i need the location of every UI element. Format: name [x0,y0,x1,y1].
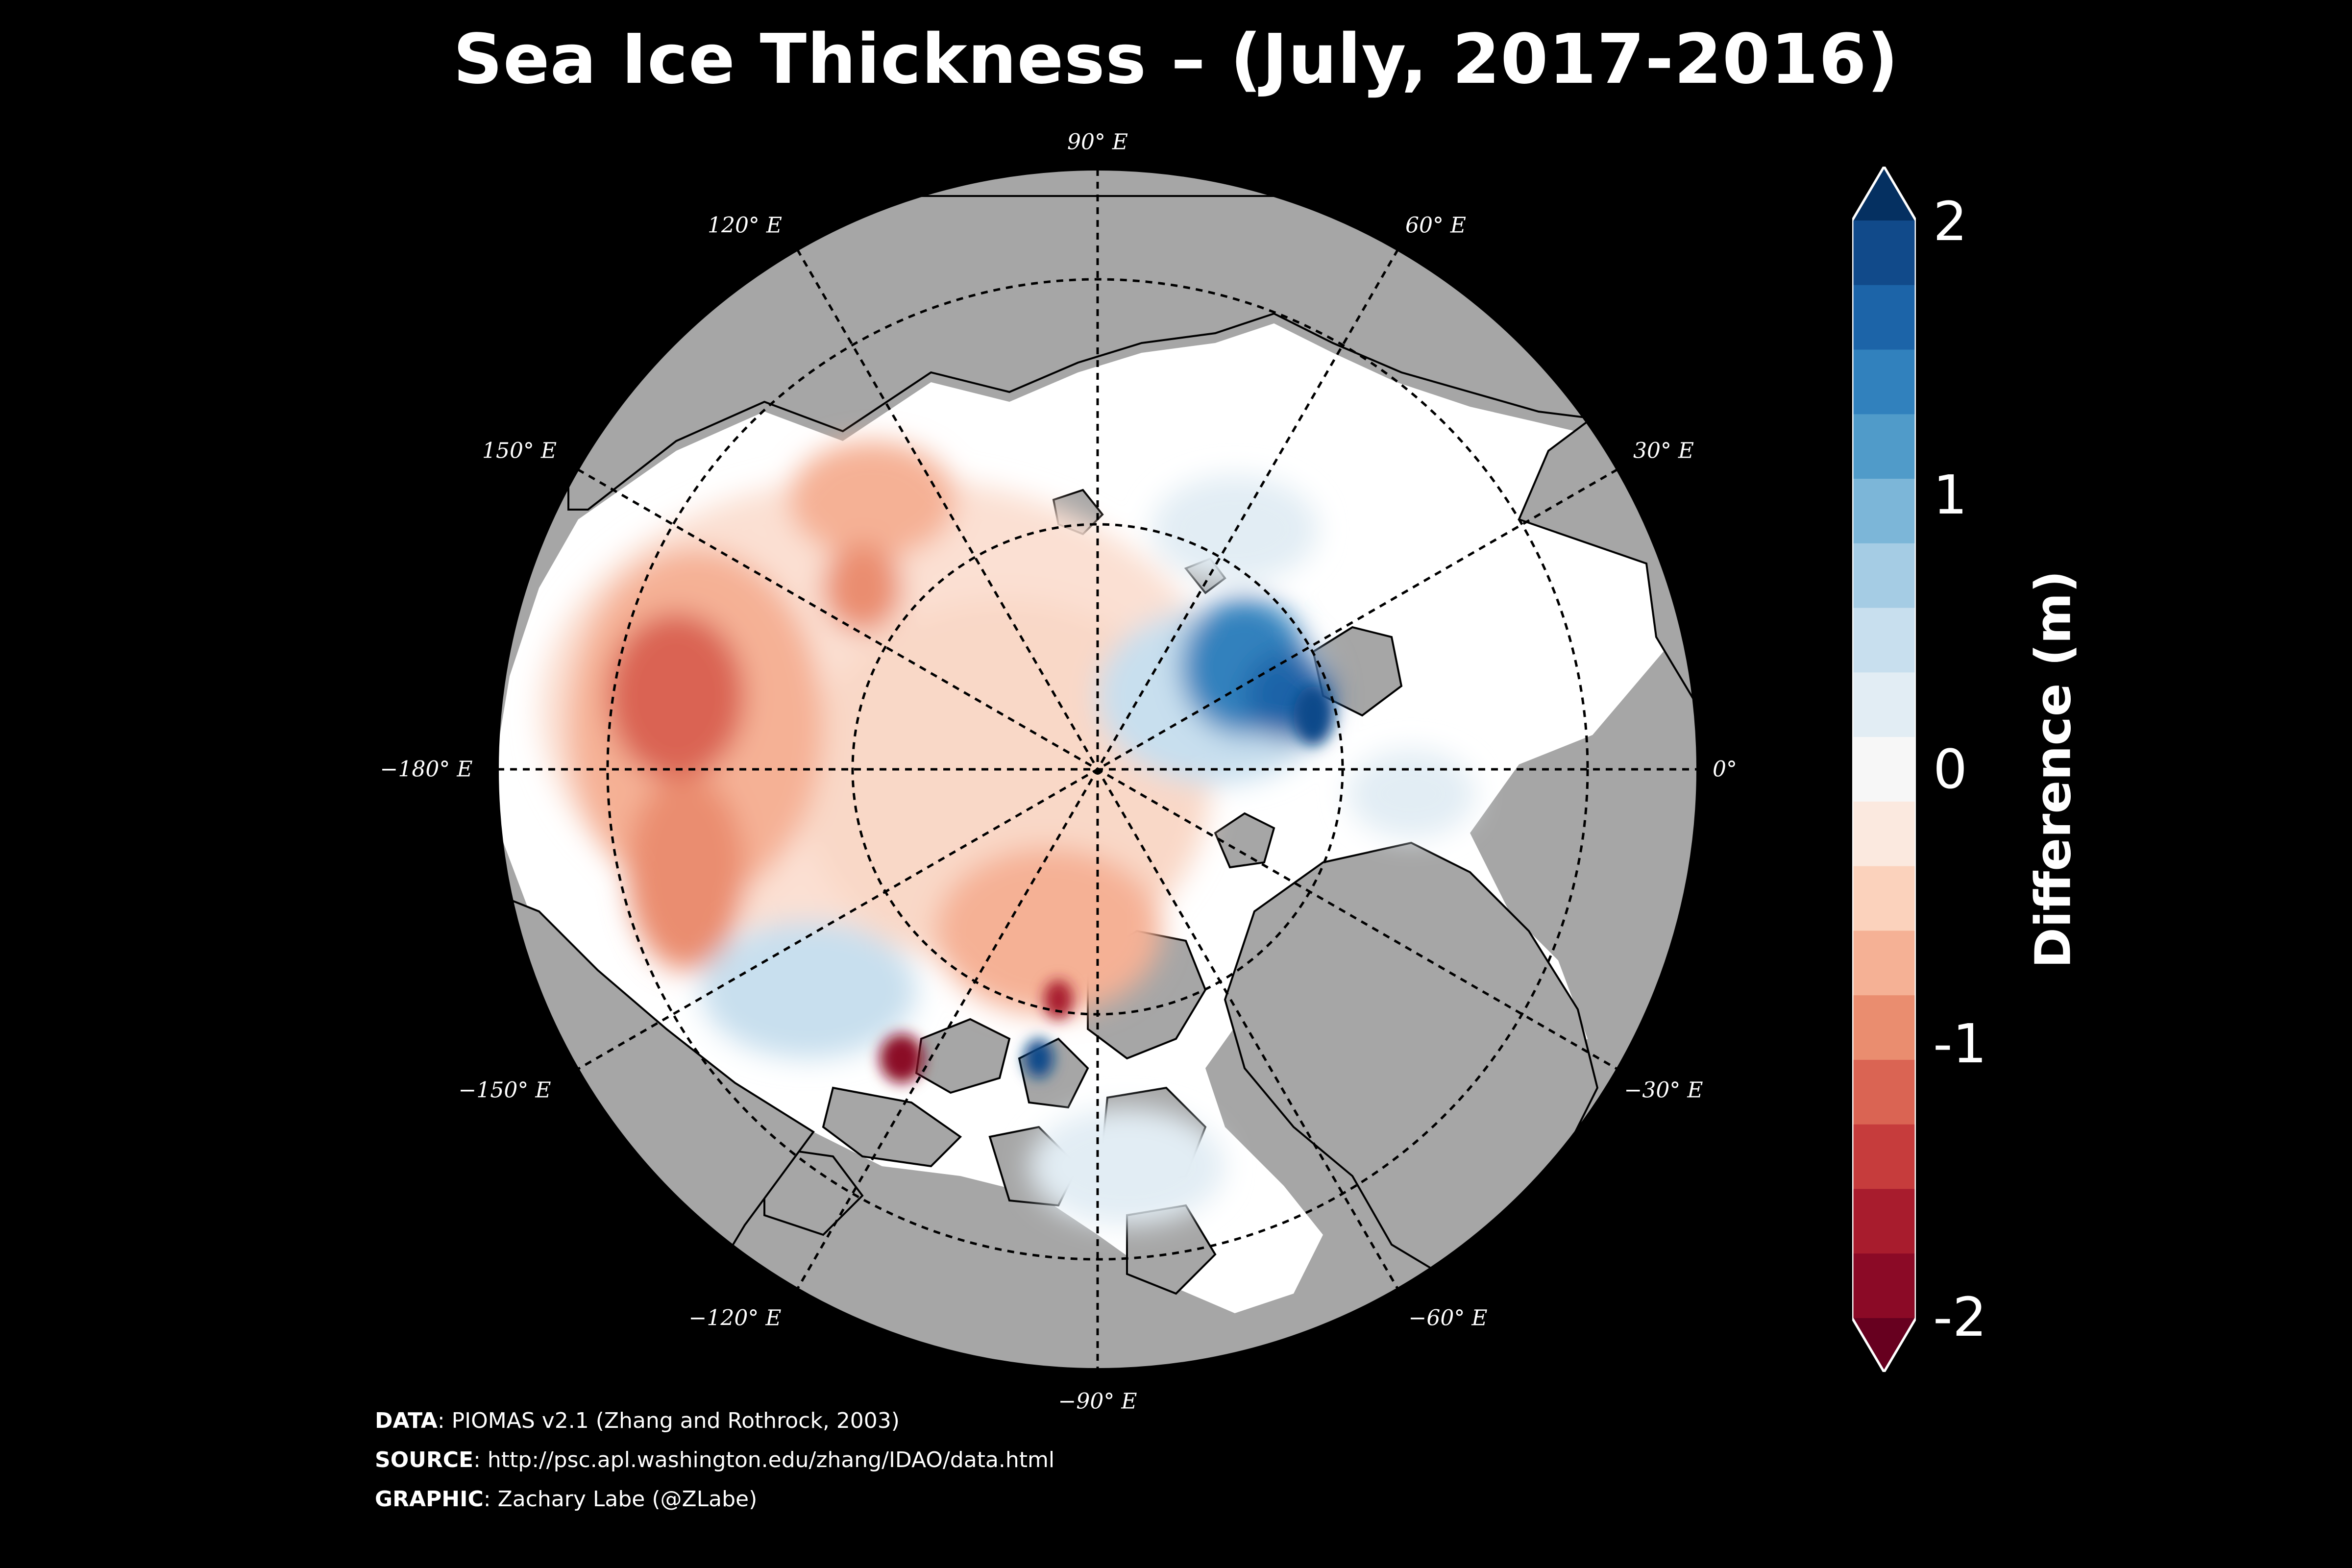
credit-graphic-text: : Zachary Labe (@ZLabe) [483,1487,758,1512]
lon-label-m150: −150° E [458,1078,551,1103]
map-title: Sea Ice Thickness – (July, 2017-2016) [453,20,1899,99]
colorbar-bin [1852,543,1916,609]
lon-label-m180: −180° E [380,757,473,782]
lon-label-m30: −30° E [1624,1078,1703,1103]
colorbar-label: Difference (m) [2024,570,2082,968]
colorbar-extend-min [1852,1318,1916,1372]
colorbar-tick-0: 0 [1933,738,1967,801]
colorbar-bin [1852,995,1916,1060]
colorbar [1852,167,1916,1372]
anomaly-field [539,441,1475,1225]
credit-data-text: : PIOMAS v2.1 (Zhang and Rothrock, 2003) [437,1408,900,1433]
lon-label-m120: −120° E [688,1305,782,1331]
colorbar-bin [1852,1124,1916,1189]
colorbar-bin [1852,1059,1916,1125]
map-border [496,168,1699,1371]
graticule [497,169,1698,1370]
colorbar-bin [1852,285,1916,350]
lon-label-120: 120° E [707,213,783,238]
colorbar-bin [1852,220,1916,286]
colorbar-bin [1852,1253,1916,1319]
lon-label-m60: −60° E [1408,1305,1488,1331]
lon-label-150: 150° E [482,438,557,464]
lon-label-0: 0° [1713,757,1737,782]
credit-graphic: GRAPHIC: Zachary Labe (@ZLabe) [375,1480,1054,1519]
colorbar-extend-max [1852,167,1916,220]
colorbar-bin [1852,801,1916,867]
colorbar-bin [1852,414,1916,479]
colorbar-bin [1852,349,1916,415]
russia-coast [567,195,1618,511]
colorbar-bin [1852,931,1916,996]
colorbar-bin [1852,737,1916,802]
colorbar-bin [1852,479,1916,544]
credit-source: SOURCE: http://psc.apl.washington.edu/zh… [375,1441,1054,1480]
colorbar-tick-m2: -2 [1933,1286,1987,1348]
lon-label-30: 30° E [1633,438,1694,464]
colorbar-tick-m1: -1 [1933,1012,1987,1075]
colorbar-bin [1852,1189,1916,1254]
credit-source-text: : http://psc.apl.washington.edu/zhang/ID… [473,1447,1055,1472]
colorbar-bin [1852,608,1916,673]
colorbar-bin [1852,866,1916,931]
credit-graphic-label: GRAPHIC [375,1487,484,1512]
lon-label-60: 60° E [1405,213,1467,238]
credit-data: DATA: PIOMAS v2.1 (Zhang and Rothrock, 2… [375,1401,1054,1441]
lon-label-m90: −90° E [1058,1389,1137,1414]
anomaly-extremes [880,686,1333,1083]
credit-data-label: DATA [375,1408,438,1433]
credits: DATA: PIOMAS v2.1 (Zhang and Rothrock, 2… [375,1401,1054,1519]
colorbar-bin [1852,672,1916,737]
credit-source-label: SOURCE [375,1447,474,1472]
colorbar-tick-1: 1 [1933,464,1967,526]
lon-label-90: 90° E [1067,129,1128,155]
colorbar-tick-2: 2 [1933,190,1967,253]
